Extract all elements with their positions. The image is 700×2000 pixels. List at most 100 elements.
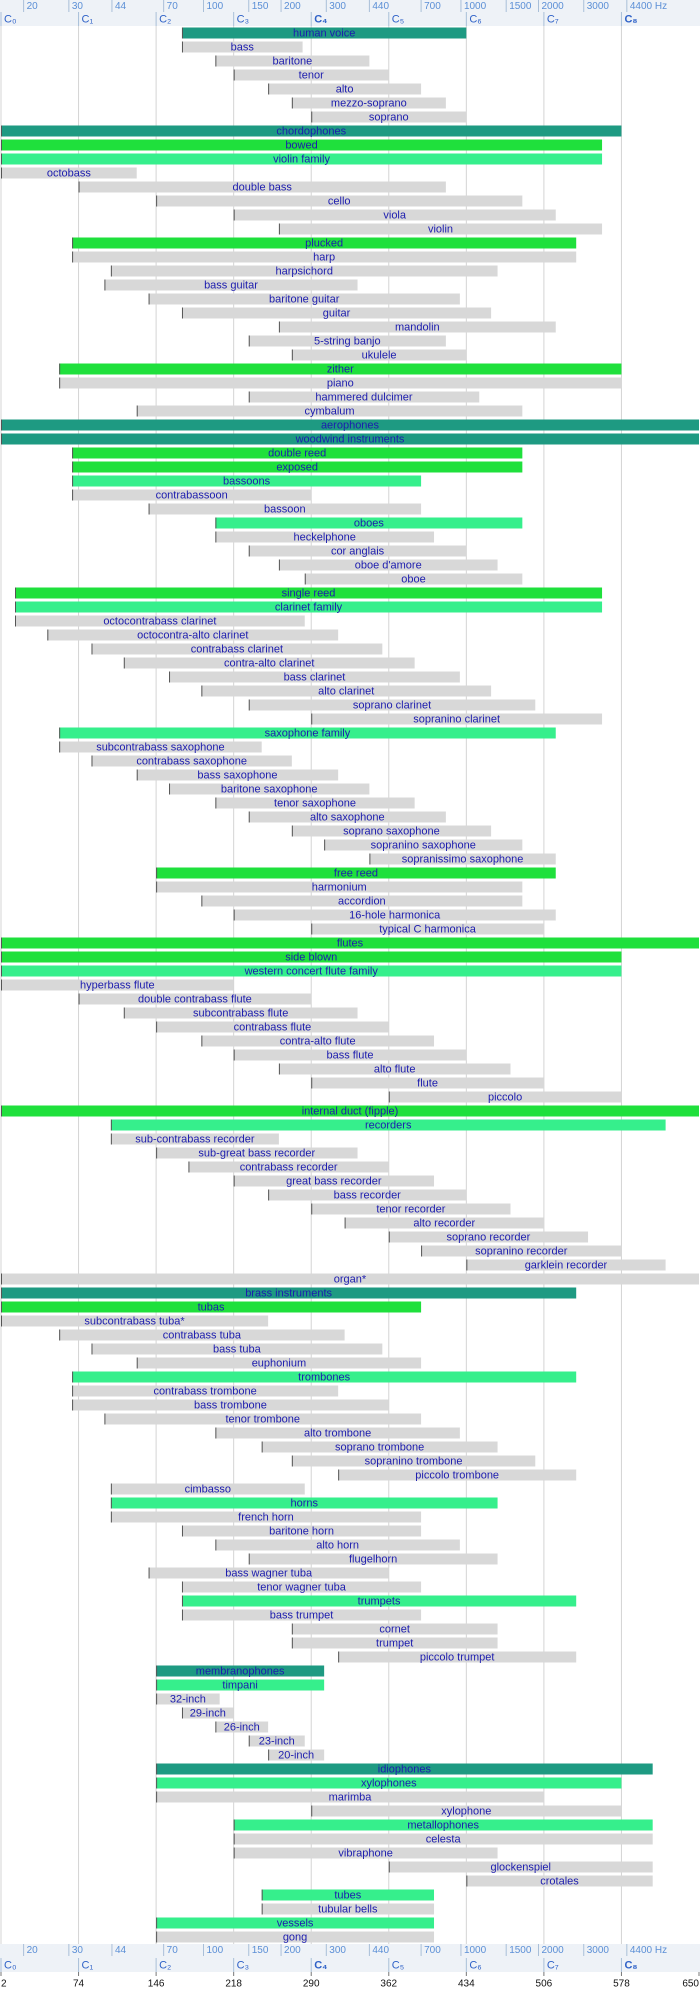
- range-bar: [91, 643, 383, 655]
- row-label: baritone saxophone: [221, 783, 318, 795]
- range-bar: [311, 1203, 511, 1215]
- range-bar: [233, 1833, 653, 1845]
- note-tick-label: C₅: [392, 1959, 404, 1971]
- range-bar: [1, 951, 622, 963]
- row-label: free reed: [334, 867, 378, 879]
- hz-tick-label: 150: [252, 1945, 269, 1956]
- row-label: baritone horn: [269, 1525, 334, 1537]
- range-bar: [311, 1077, 544, 1089]
- range-bar: [233, 1847, 498, 1859]
- row-label: double bass: [233, 181, 293, 193]
- hz-tick-label: 44: [115, 1, 127, 12]
- row-label: contrabass trombone: [153, 1385, 256, 1397]
- range-bar: [338, 1651, 577, 1663]
- row-label: brass instruments: [245, 1287, 332, 1299]
- row-label: sopranissimo saxophone: [402, 853, 524, 865]
- row-label: saxophone family: [265, 727, 351, 739]
- row-label: alto flute: [374, 1063, 416, 1075]
- x-tick-label: 290: [303, 1979, 320, 1990]
- range-bar: [278, 1063, 511, 1075]
- hz-tick-label: 4400 Hz: [630, 1, 667, 12]
- row-label: harmonium: [312, 881, 367, 893]
- row-label: sopranino trombone: [365, 1455, 463, 1467]
- range-bar: [1, 1287, 577, 1299]
- row-label: oboes: [354, 517, 384, 529]
- range-bar: [156, 1693, 220, 1705]
- row-label: cello: [328, 195, 351, 207]
- row-label: hyperbass flute: [80, 979, 155, 991]
- row-label: guitar: [323, 307, 351, 319]
- row-label: soprano trombone: [335, 1441, 424, 1453]
- row-label: piccolo: [488, 1091, 522, 1103]
- note-tick-label: C₃: [237, 13, 249, 25]
- row-label: internal duct (fipple): [302, 1105, 399, 1117]
- row-label: aerophones: [321, 419, 380, 431]
- range-bar: [59, 363, 622, 375]
- row-label: metallophones: [407, 1819, 479, 1831]
- range-bar: [215, 1539, 460, 1551]
- range-bar: [123, 1007, 358, 1019]
- range-bar: [291, 349, 467, 361]
- range-bar: [233, 69, 389, 81]
- range-bar: [156, 1791, 544, 1803]
- range-bar: [1, 1273, 699, 1285]
- hz-tick-label: 44: [115, 1945, 127, 1956]
- note-tick-label: C₄: [314, 13, 327, 25]
- range-bar: [59, 377, 622, 389]
- range-bar: [78, 993, 312, 1005]
- row-label: alto recorder: [413, 1217, 475, 1229]
- row-label: viola: [383, 209, 407, 221]
- row-label: soprano saxophone: [343, 825, 440, 837]
- range-bar: [261, 1889, 435, 1901]
- range-bar: [110, 1497, 498, 1509]
- hz-tick-label: 30: [72, 1945, 84, 1956]
- range-bar: [311, 923, 544, 935]
- hz-tick-label: 700: [424, 1945, 441, 1956]
- row-label: idiophones: [378, 1763, 432, 1775]
- hz-tick-label: 3000: [587, 1945, 610, 1956]
- x-tick-label: 578: [613, 1979, 630, 1990]
- hz-tick-label: 2000: [542, 1945, 565, 1956]
- row-label: western concert flute family: [244, 965, 379, 977]
- range-bar: [156, 867, 556, 879]
- row-label: organ*: [334, 1273, 367, 1285]
- range-bar: [169, 671, 460, 683]
- hz-tick-label: 30: [72, 1, 84, 12]
- row-label: gong: [283, 1931, 307, 1943]
- range-bar: [1, 139, 603, 151]
- row-label: contra-alto flute: [280, 1035, 356, 1047]
- range-bar: [78, 181, 446, 193]
- range-bar: [248, 1553, 498, 1565]
- row-label: alto: [336, 83, 354, 95]
- note-tick-label: C₂: [159, 13, 171, 25]
- range-bar: [156, 1777, 622, 1789]
- range-bar: [59, 727, 556, 739]
- row-label: ukulele: [362, 349, 397, 361]
- range-bar: [156, 1147, 358, 1159]
- range-bar: [72, 237, 577, 249]
- row-label: 32-inch: [170, 1693, 206, 1705]
- row-label: xylophones: [361, 1777, 417, 1789]
- hz-tick-label: 150: [252, 1, 269, 12]
- row-label: contrabass saxophone: [136, 755, 247, 767]
- range-bar: [278, 321, 556, 333]
- range-bar: [215, 1721, 269, 1733]
- range-bar: [59, 741, 262, 753]
- range-bar: [181, 1525, 422, 1537]
- range-bar: [1, 979, 234, 991]
- range-bar: [110, 1133, 279, 1145]
- range-bar: [369, 853, 556, 865]
- range-bar: [1, 1105, 699, 1117]
- row-label: octocontrabass clarinet: [103, 615, 216, 627]
- note-tick-label: C₃: [237, 1959, 249, 1971]
- hz-tick-label: 70: [167, 1, 179, 12]
- row-label: harpsichord: [275, 265, 332, 277]
- x-tick-label: 146: [148, 1979, 165, 1990]
- row-label: french horn: [238, 1511, 294, 1523]
- row-label: violin family: [273, 153, 330, 165]
- row-label: soprano clarinet: [353, 699, 431, 711]
- range-bar: [156, 1763, 653, 1775]
- hz-tick-label: 440: [372, 1, 389, 12]
- hz-tick-label: 4400 Hz: [630, 1945, 667, 1956]
